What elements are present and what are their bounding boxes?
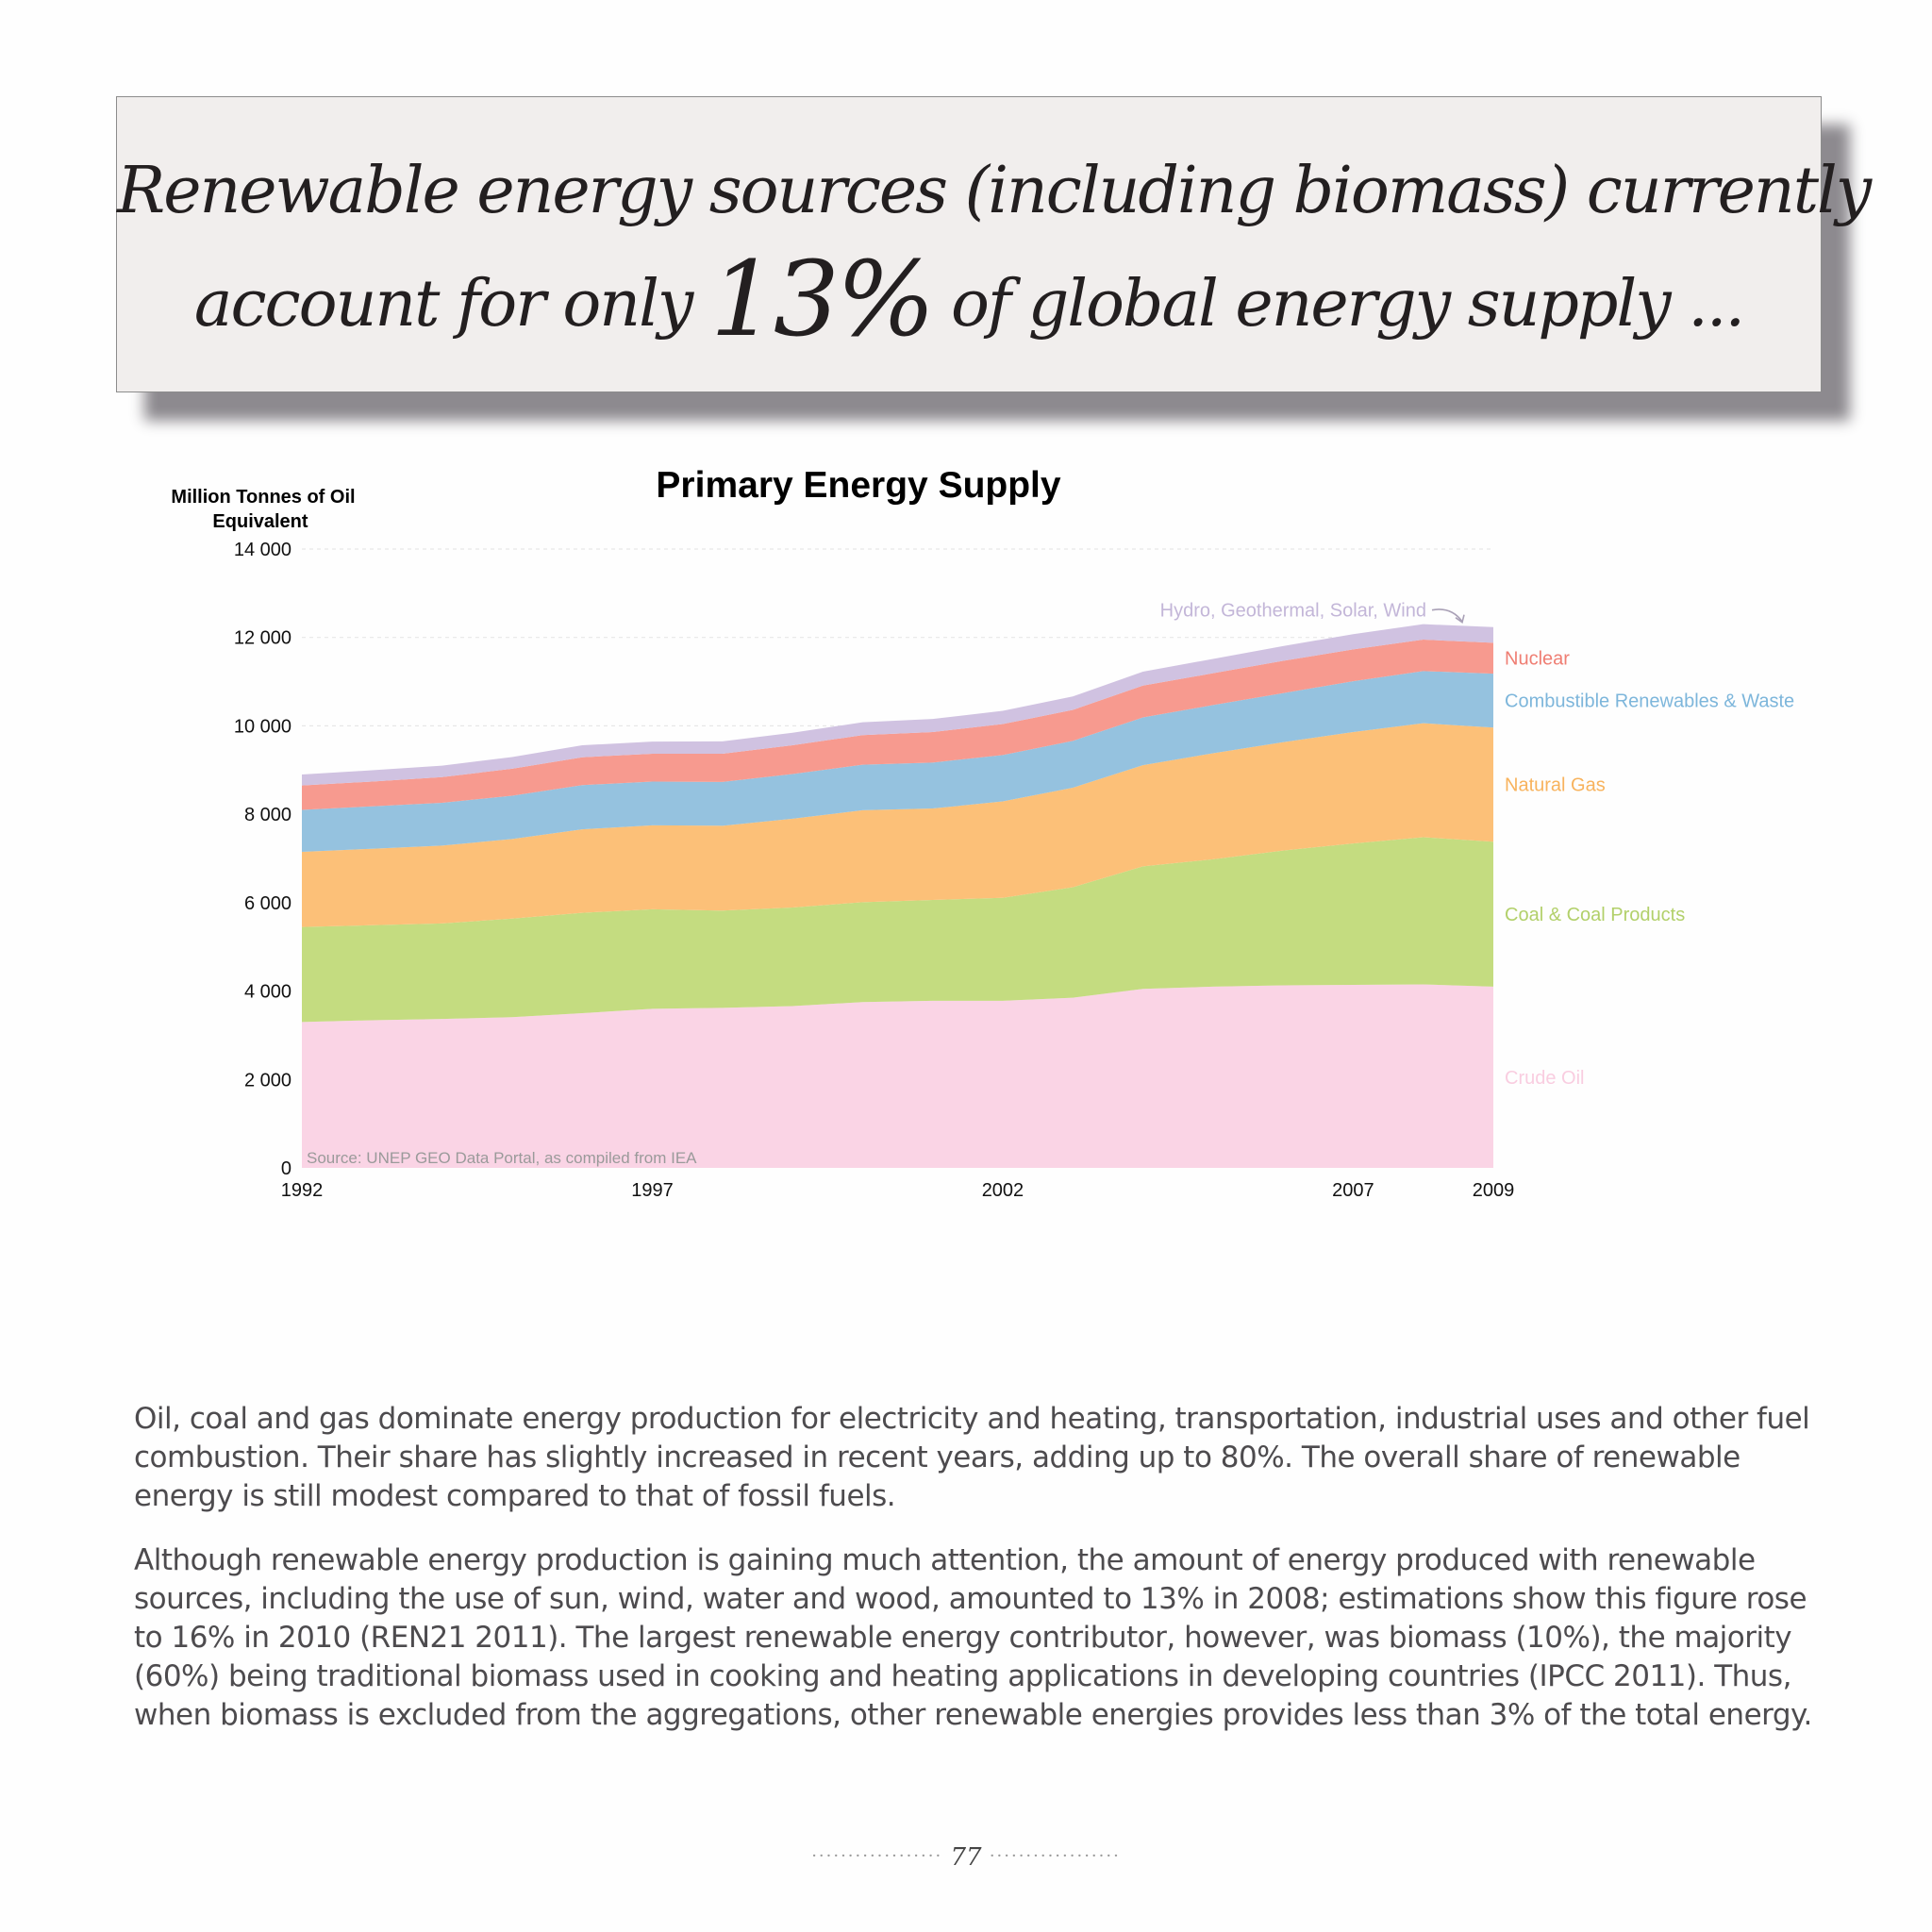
- headline-line-2: account for only 13% of global energy su…: [117, 239, 1821, 359]
- area-series-1: [302, 837, 1493, 1023]
- paragraph-2: Although renewable energy production is …: [134, 1543, 1812, 1732]
- area-series-4: [302, 640, 1493, 810]
- y-tick-label-0: 0: [281, 1158, 291, 1179]
- chart-title: Primary Energy Supply: [656, 465, 1060, 506]
- x-tick-label-2: 2002: [982, 1180, 1024, 1201]
- series-label-3: Combustible Renewables & Waste: [1505, 691, 1794, 712]
- y-tick-label-3: 6 000: [244, 893, 291, 914]
- annotation-arrow: [1431, 608, 1465, 625]
- series-label-0: Crude Oil: [1505, 1068, 1584, 1089]
- source-note: Source: UNEP GEO Data Portal, as compile…: [307, 1149, 697, 1167]
- headline-banner: Renewable energy sources (including biom…: [116, 96, 1872, 392]
- headline-line-2-end: of global energy supply ...: [950, 267, 1745, 341]
- area-series-0: [302, 984, 1493, 1168]
- y-axis-ticks: 0 2 000 4 000 6 000 8 000 10 000 12 000 14 000: [234, 540, 291, 1179]
- headline-line-2-start: account for only: [193, 267, 693, 341]
- headline-line-1: Renewable energy sources (including biom…: [117, 154, 1872, 228]
- y-tick-label-7: 14 000: [234, 540, 291, 560]
- x-tick-label-3: 2007: [1332, 1180, 1374, 1201]
- area-series-3: [302, 671, 1493, 852]
- y-tick-label-5: 10 000: [234, 716, 291, 737]
- headline-percentage: 13%: [709, 239, 935, 359]
- paragraph-1: Oil, coal and gas dominate energy produc…: [134, 1402, 1810, 1513]
- y-tick-label-6: 12 000: [234, 628, 291, 649]
- y-tick-label-1: 2 000: [244, 1070, 291, 1091]
- page-number-value: 77: [950, 1843, 982, 1872]
- stacked-areas: [302, 624, 1493, 1168]
- page-number-dots-right: ··················: [989, 1846, 1121, 1866]
- x-tick-label-0: 1992: [281, 1180, 324, 1201]
- x-tick-label-4: 2009: [1473, 1180, 1515, 1201]
- series-label-5: Hydro, Geothermal, Solar, Wind: [1160, 601, 1426, 622]
- series-labels: Hydro, Geothermal, Solar, Wind Nuclear Com…: [1160, 601, 1795, 1089]
- series-label-4: Nuclear: [1505, 649, 1570, 670]
- area-series-5: [302, 624, 1493, 786]
- primary-energy-supply-chart: Primary Energy Supply Million Tonnes of …: [171, 465, 1795, 1201]
- y-tick-label-2: 4 000: [244, 982, 291, 1003]
- area-series-2: [302, 723, 1493, 927]
- page-number: ·················· 77 ··················: [0, 1843, 1932, 1872]
- x-tick-label-1: 1997: [631, 1180, 674, 1201]
- y-axis-label-line-2: Equivalent: [212, 511, 308, 532]
- y-axis-label-line-1: Million Tonnes of Oil: [171, 487, 355, 508]
- y-tick-label-4: 8 000: [244, 805, 291, 825]
- x-axis-ticks: 1992 1997 2002 2007 2009: [281, 1180, 1515, 1201]
- series-label-2: Natural Gas: [1505, 775, 1606, 796]
- series-label-1: Coal & Coal Products: [1505, 905, 1685, 925]
- page-number-dots-left: ··················: [811, 1846, 943, 1866]
